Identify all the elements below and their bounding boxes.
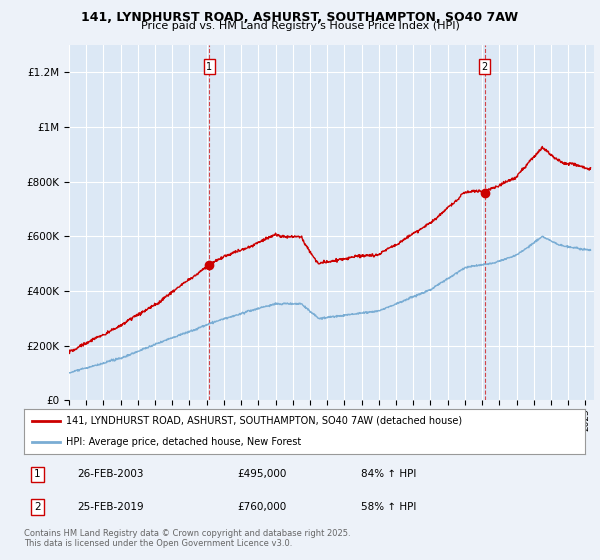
Text: 1: 1 (206, 62, 212, 72)
Text: 2: 2 (482, 62, 488, 72)
Text: Price paid vs. HM Land Registry's House Price Index (HPI): Price paid vs. HM Land Registry's House … (140, 21, 460, 31)
Text: 84% ↑ HPI: 84% ↑ HPI (361, 469, 416, 479)
Text: Contains HM Land Registry data © Crown copyright and database right 2025.
This d: Contains HM Land Registry data © Crown c… (24, 529, 350, 548)
Text: HPI: Average price, detached house, New Forest: HPI: Average price, detached house, New … (66, 436, 301, 446)
Text: 58% ↑ HPI: 58% ↑ HPI (361, 502, 416, 512)
Text: £495,000: £495,000 (237, 469, 287, 479)
Text: 141, LYNDHURST ROAD, ASHURST, SOUTHAMPTON, SO40 7AW: 141, LYNDHURST ROAD, ASHURST, SOUTHAMPTO… (82, 11, 518, 24)
Text: 141, LYNDHURST ROAD, ASHURST, SOUTHAMPTON, SO40 7AW (detached house): 141, LYNDHURST ROAD, ASHURST, SOUTHAMPTO… (66, 416, 462, 426)
Text: 2: 2 (34, 502, 41, 512)
Text: 25-FEB-2019: 25-FEB-2019 (77, 502, 144, 512)
Text: £760,000: £760,000 (237, 502, 286, 512)
Text: 26-FEB-2003: 26-FEB-2003 (77, 469, 144, 479)
Text: 1: 1 (34, 469, 41, 479)
